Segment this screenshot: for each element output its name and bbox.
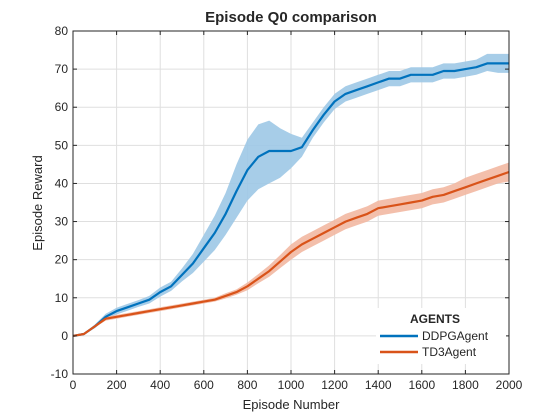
x-tick-label: 2000 — [496, 378, 523, 392]
legend-label-ddpgagent: DDPGAgent — [422, 329, 489, 343]
x-tick-label: 1600 — [408, 378, 435, 392]
y-tick-label: 20 — [55, 253, 69, 267]
x-tick-label: 0 — [70, 378, 77, 392]
x-tick-label: 200 — [107, 378, 127, 392]
x-tick-label: 400 — [150, 378, 170, 392]
legend-title: AGENTS — [410, 312, 460, 326]
y-tick-label: 30 — [55, 215, 69, 229]
y-tick-label: 10 — [55, 291, 69, 305]
y-tick-label: 40 — [55, 176, 69, 190]
series-line-ddpgagent — [72, 62, 509, 337]
y-tick-label: 80 — [55, 24, 69, 38]
series-band-ddpgagent — [73, 53, 509, 336]
y-tick-label: 0 — [61, 329, 68, 343]
x-tick-label: 600 — [194, 378, 214, 392]
y-tick-label: -10 — [51, 367, 69, 381]
series-band-td3agent — [73, 162, 509, 336]
chart-title: Episode Q0 comparison — [205, 9, 377, 26]
plot-area: 0 200 400 600 800 1000 1200 1400 1600 1800 2000-10… — [51, 24, 523, 392]
y-tick-label: 70 — [55, 62, 69, 76]
legend: AGENTS DDPGAgent TD3Agent — [376, 308, 506, 364]
x-tick-label: 1800 — [452, 378, 479, 392]
x-tick-label: 1000 — [278, 378, 305, 392]
legend-label-td3agent: TD3Agent — [422, 345, 477, 359]
y-axis-label: Episode Reward — [30, 155, 45, 250]
y-tick-label: 50 — [55, 138, 69, 152]
x-tick-label: 1200 — [321, 378, 348, 392]
series-line-td3agent — [72, 170, 510, 337]
y-tick-label: 60 — [55, 100, 69, 114]
x-tick-label: 800 — [237, 378, 257, 392]
x-axis-label: Episode Number — [243, 397, 340, 412]
x-tick-label: 1400 — [365, 378, 392, 392]
